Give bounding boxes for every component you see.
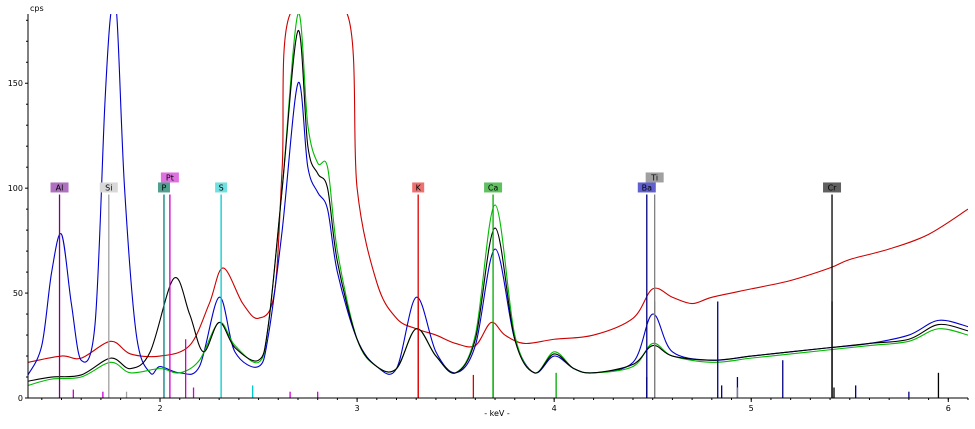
element-tag-pt[interactable]: [160, 172, 179, 183]
y-axis-title: cps: [30, 4, 44, 13]
y-tick-label: 0: [18, 394, 23, 403]
x-tick-label: 5: [749, 404, 754, 413]
element-tag-ti[interactable]: [645, 172, 664, 183]
element-label-cr: Cr: [828, 183, 838, 192]
element-label-ba: Ba: [642, 183, 652, 192]
element-tag-ca[interactable]: [484, 182, 503, 193]
element-tag-al[interactable]: [50, 182, 69, 193]
x-tick-label: 2: [157, 404, 162, 413]
x-axis-title: - keV -: [484, 409, 510, 418]
x-tick-label: 3: [355, 404, 360, 413]
element-tag-k[interactable]: [412, 182, 425, 193]
element-label-s: S: [219, 183, 224, 192]
element-label-ca: Ca: [488, 183, 499, 192]
y-tick-label: 50: [13, 289, 23, 298]
element-label-pt: Pt: [166, 173, 174, 182]
element-label-k: K: [416, 183, 422, 192]
element-tag-p[interactable]: [157, 182, 170, 193]
element-label-al: Al: [56, 183, 64, 192]
x-tick-label: 6: [946, 404, 951, 413]
y-tick-label: 100: [8, 184, 23, 193]
y-tick-label: 150: [8, 79, 23, 88]
plot-area: [28, 14, 968, 398]
element-tag-cr[interactable]: [823, 182, 842, 193]
element-tag-s[interactable]: [215, 182, 228, 193]
element-label-ti: Ti: [650, 173, 658, 182]
element-tag-si[interactable]: [99, 182, 118, 193]
x-tick-label: 4: [552, 404, 557, 413]
element-tag-ba[interactable]: [637, 182, 656, 193]
element-label-p: P: [162, 183, 167, 192]
spectrum-series-4: [28, 30, 968, 382]
spectrum-series-2: [28, 14, 968, 376]
element-label-si: Si: [105, 183, 112, 192]
